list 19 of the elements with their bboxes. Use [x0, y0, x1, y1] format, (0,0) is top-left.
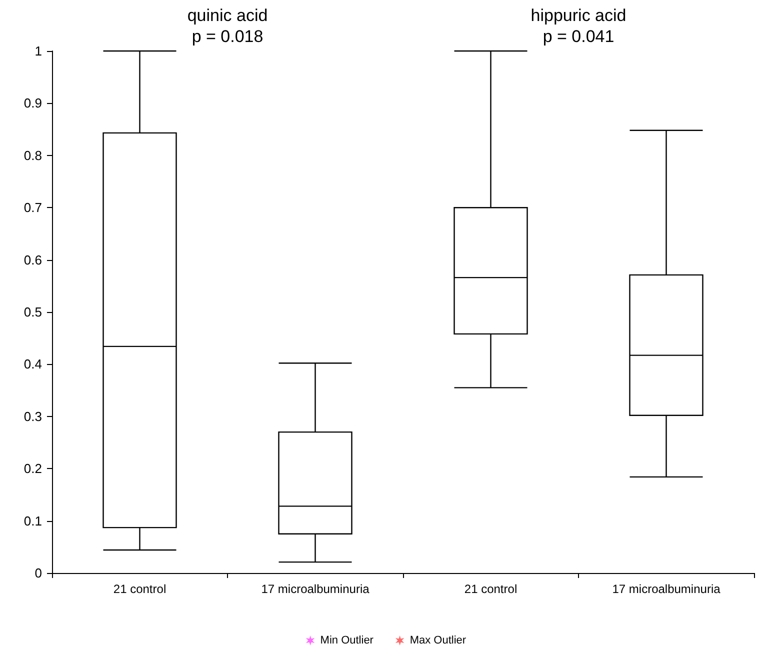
y-tick-label: 0.3 [24, 408, 42, 424]
x-tick-label: 21 control [113, 582, 166, 596]
y-tick-label: 0.2 [24, 461, 42, 476]
text: quinic acid p = 0.018 [187, 6, 268, 46]
y-tick-label: 0.1 [24, 513, 42, 528]
y-tick-label: 0.9 [24, 96, 42, 111]
legend-label: Max Outlier [410, 634, 466, 646]
x-tick-label: 17 microalbuminuria [612, 582, 721, 596]
x-tick-label: 21 control [464, 582, 518, 596]
y-tick-label: 0.5 [24, 304, 42, 320]
y-tick-label: 1 [34, 44, 42, 58]
y-tick-label: 0 [34, 566, 42, 580]
x-tick-label: 17 microalbuminuria [261, 582, 370, 596]
y-tick-label: 0.7 [24, 200, 42, 216]
text: hippuric acid p = 0.041 [530, 6, 626, 46]
y-tick-label: 0.6 [24, 252, 42, 268]
y-tick-label: 0.8 [24, 148, 42, 163]
y-tick-label: 0.4 [24, 356, 42, 372]
legend-label: Min Outlier [320, 634, 374, 646]
